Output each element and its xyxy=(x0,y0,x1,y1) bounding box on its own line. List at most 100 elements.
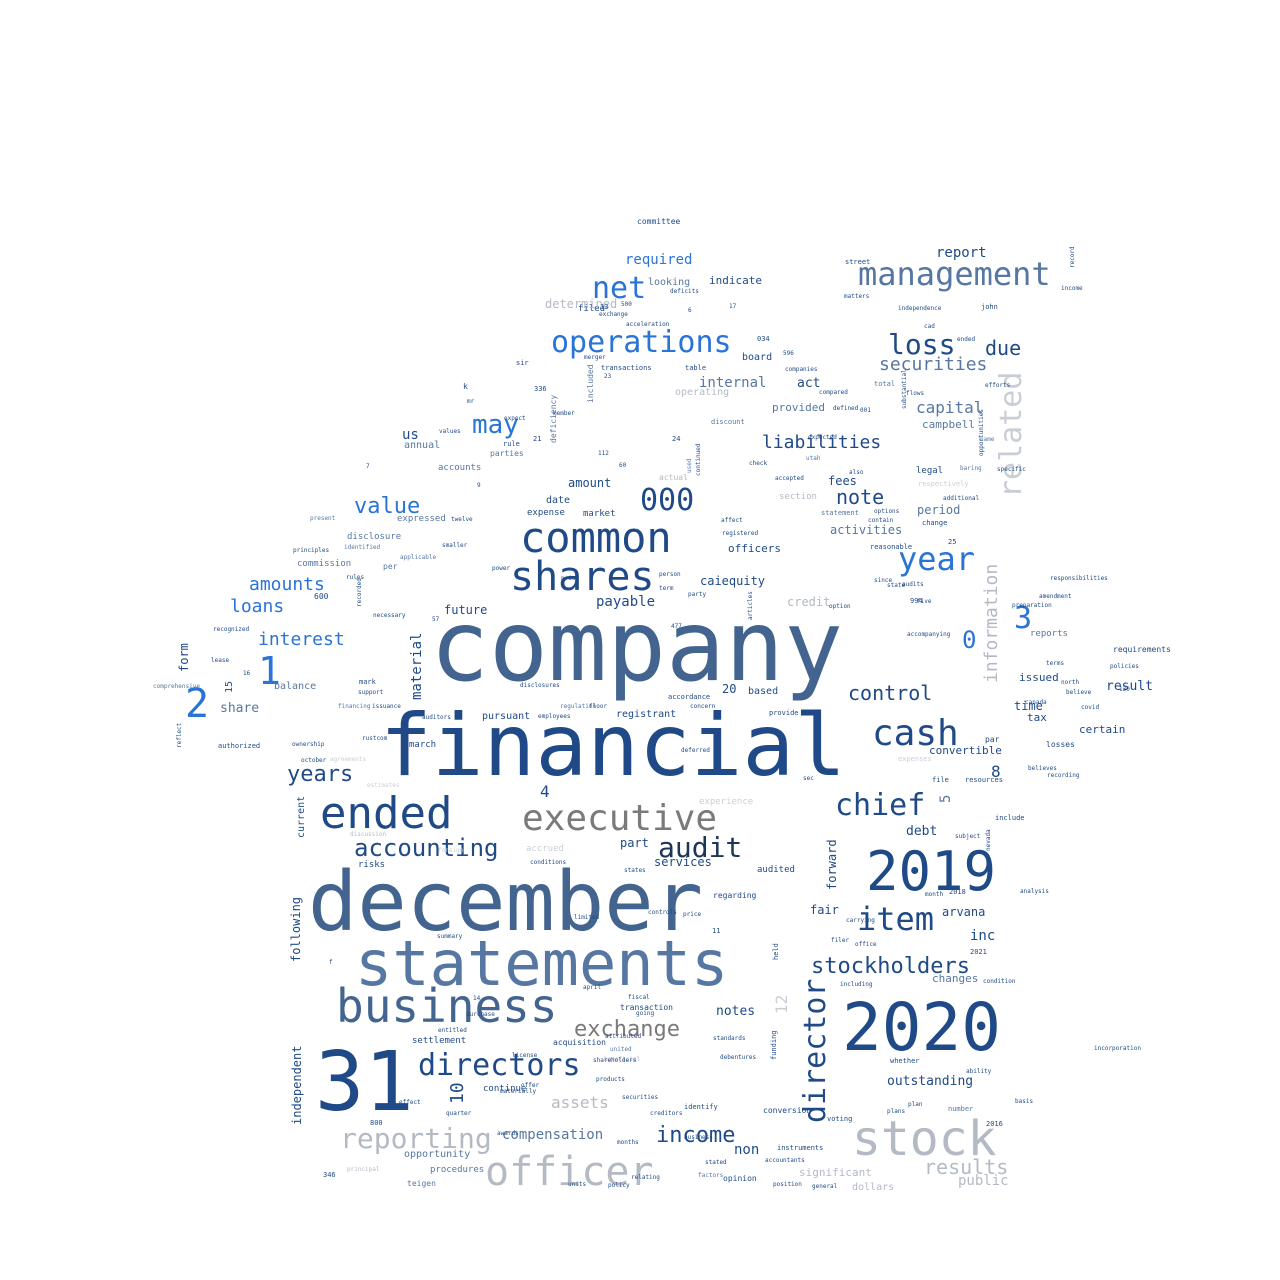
word-financial-1: financial xyxy=(380,696,846,796)
word-officer-8: officer xyxy=(485,1149,654,1195)
word-rule-146: rule xyxy=(503,440,520,448)
word-debentures-333: debentures xyxy=(720,1054,757,1061)
word-agreements-297: agreements xyxy=(330,756,367,763)
word-value-33: value xyxy=(354,494,420,519)
word-fees-66: fees xyxy=(828,474,857,488)
word-994-244: 994 xyxy=(910,597,923,605)
word-term-196: term xyxy=(659,585,674,592)
word-regulation-157: regulation xyxy=(560,703,597,710)
word-filed-118: filed xyxy=(578,304,605,314)
word-800-236: 800 xyxy=(370,1119,383,1127)
word-period-67: period xyxy=(917,503,960,517)
word-significant-96: significant xyxy=(799,1166,872,1179)
word-deficits-310: deficits xyxy=(670,288,699,295)
word-prior-270: prior xyxy=(561,575,579,582)
word-form-77: form xyxy=(177,643,191,672)
word-opportunity-98: opportunity xyxy=(404,1149,470,1160)
word-10-55: 10 xyxy=(447,1082,468,1104)
word-transactions-201: transactions xyxy=(601,364,652,372)
word-disclosure-123: disclosure xyxy=(347,532,401,542)
word-business-7: business xyxy=(336,979,558,1033)
word-25-231: 25 xyxy=(948,538,956,546)
word-five-277: five xyxy=(917,598,932,605)
word-11-232: 11 xyxy=(712,927,720,935)
word-due-44: due xyxy=(985,336,1021,360)
word-months-290: months xyxy=(617,1139,639,1146)
word-tax-82: tax xyxy=(1027,711,1047,724)
word-change-140: change xyxy=(922,519,947,527)
word-ability-166: ability xyxy=(966,1068,992,1075)
word-0-51: 0 xyxy=(962,626,976,654)
word-activities-68: activities xyxy=(830,523,902,537)
word-ended-312: ended xyxy=(957,336,975,343)
word-public-95: public xyxy=(958,1173,1009,1189)
word-efforts-314: efforts xyxy=(985,382,1011,389)
word-accompanying-275: accompanying xyxy=(907,631,951,638)
word-teigen-100: teigen xyxy=(407,1179,436,1188)
word-mr-148: mr xyxy=(467,398,475,405)
word-record-306: record xyxy=(1069,246,1076,268)
word-ownership-298: ownership xyxy=(292,741,325,748)
word-total-139: total xyxy=(874,380,895,388)
word-amendment-279: amendment xyxy=(1039,593,1072,600)
word-including-164: including xyxy=(840,981,873,988)
word-commission-124: commission xyxy=(297,559,351,569)
word-001-245: 001 xyxy=(860,407,871,414)
word-actual-143: actual xyxy=(659,473,688,482)
word-current-103: current xyxy=(296,796,307,838)
word-additional-323: additional xyxy=(943,495,980,502)
word-december-2: december xyxy=(308,855,703,950)
word-130-243: 130 xyxy=(1119,686,1130,693)
word-information-38: information xyxy=(981,564,1002,683)
word-debt-84: debt xyxy=(906,824,937,839)
word-13-226: 13 xyxy=(600,303,608,311)
word-price-188: price xyxy=(683,911,701,918)
word-2018-234: 2018 xyxy=(949,888,966,896)
word-notes-92: notes xyxy=(716,1004,755,1019)
word-pursuant-108: pursuant xyxy=(482,711,530,722)
word-477-238: 477 xyxy=(671,623,682,630)
word-2-49: 2 xyxy=(185,681,209,727)
word-4-52: 4 xyxy=(540,782,550,801)
word-596-253: 596 xyxy=(783,350,794,357)
word-fiscal-334: fiscal xyxy=(628,994,650,1001)
word-number-168: number xyxy=(948,1105,973,1113)
word-issuance-266: issuance xyxy=(372,703,401,710)
word-discount-145: discount xyxy=(711,418,745,426)
word-losses-132: losses xyxy=(1046,740,1075,749)
word-comprehensive-152: comprehensive xyxy=(153,683,200,690)
word-license-339: license xyxy=(512,1052,538,1059)
word-floor-268: floor xyxy=(589,703,607,710)
word-securities-288: securities xyxy=(622,1094,659,1101)
word-support-265: support xyxy=(358,689,384,696)
word-operations-16: operations xyxy=(551,325,732,360)
word-per-125: per xyxy=(383,562,398,571)
word-also-208: also xyxy=(849,469,864,476)
word-member-305: member xyxy=(553,410,575,417)
word-shareholders-331: shareholders xyxy=(593,1057,637,1064)
word-stated-344: stated xyxy=(705,1159,727,1166)
word-affect-195: affect xyxy=(721,517,743,524)
word-income-34: income xyxy=(656,1123,735,1148)
word-000-23: 000 xyxy=(640,483,694,518)
word-caiequity-72: caiequity xyxy=(700,574,765,588)
word-contain-321: contain xyxy=(868,517,894,524)
word-march-109: march xyxy=(409,740,436,750)
word-accounting-30: accounting xyxy=(354,834,499,862)
word-item-18: item xyxy=(857,900,934,938)
word-date-69: date xyxy=(546,495,570,506)
word-time-81: time xyxy=(1014,699,1043,713)
word-2016-235: 2016 xyxy=(986,1120,1003,1128)
word-basis-171: basis xyxy=(1015,1098,1033,1105)
word-foreign-295: foreign xyxy=(438,847,464,854)
word-limited-335: limited xyxy=(574,914,600,921)
word-500-250: 500 xyxy=(621,301,632,308)
word-inc-90: inc xyxy=(970,928,995,944)
word-materially-293: materially xyxy=(500,1088,537,1095)
word-smaller-259: smaller xyxy=(442,542,468,549)
word-results-35: results xyxy=(924,1155,1008,1179)
word-funding-286: funding xyxy=(770,1030,778,1060)
word-market-70: market xyxy=(583,509,616,519)
word-2021-233: 2021 xyxy=(970,948,987,956)
word-baring-209: baring xyxy=(960,465,982,472)
